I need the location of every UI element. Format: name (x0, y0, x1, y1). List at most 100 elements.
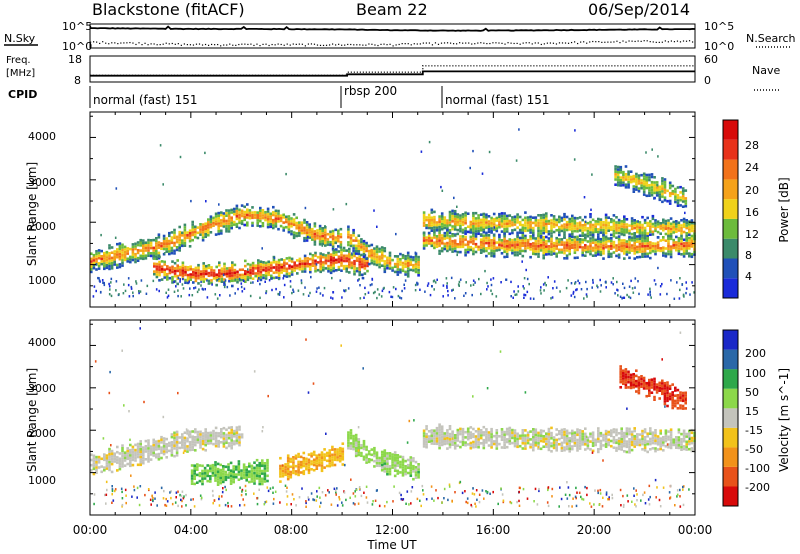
heatmap-speckle (523, 277, 526, 280)
heatmap-cell (235, 215, 239, 218)
nsearch-point (271, 43, 273, 46)
heatmap-cell (474, 237, 478, 241)
heatmap-cell (113, 258, 116, 261)
heatmap-cell (204, 235, 207, 238)
heatmap-speckle (610, 281, 613, 284)
heatmap-cell (688, 252, 691, 255)
heatmap-cell (469, 441, 473, 445)
heatmap-cell (633, 445, 636, 448)
heatmap-speckle (146, 284, 149, 288)
heatmap-cell (333, 450, 337, 454)
heatmap-cell (341, 447, 345, 451)
heatmap-cell (552, 441, 556, 444)
heatmap-cell (612, 227, 616, 230)
heatmap-cell (443, 216, 447, 219)
heatmap-cell (220, 232, 223, 235)
heatmap-cell (461, 220, 465, 224)
heatmap-cell (360, 253, 363, 257)
heatmap-cell (487, 222, 491, 226)
nsearch-point (226, 44, 228, 46)
heatmap-cell (602, 241, 605, 245)
heatmap-cell (105, 261, 109, 264)
heatmap-cell (485, 433, 488, 436)
heatmap-cell (220, 229, 223, 233)
power-cbar-tick-8: 8 (745, 249, 752, 262)
heatmap-cell (505, 239, 509, 243)
heatmap-cell (131, 463, 135, 467)
nsearch-point (120, 42, 122, 44)
nsearch-point (392, 45, 394, 47)
heatmap-cell (323, 458, 326, 462)
heatmap-cell (636, 225, 639, 229)
nsearch-point (347, 43, 349, 46)
heatmap-cell (92, 266, 96, 270)
heatmap-cell (576, 217, 579, 220)
heatmap-cell (526, 241, 530, 245)
heatmap-cell (482, 446, 486, 450)
heatmap-cell (386, 259, 389, 262)
heatmap-speckle (283, 283, 286, 287)
heatmap-cell (674, 190, 677, 193)
heatmap-speckle (626, 293, 628, 297)
heatmap-cell (586, 250, 590, 254)
heatmap-cell (142, 249, 145, 253)
heatmap-cell (474, 222, 478, 225)
heatmap-cell (589, 432, 592, 436)
heatmap-cell (539, 437, 543, 440)
heatmap-cell (319, 260, 322, 263)
heatmap-cell (469, 228, 473, 232)
heatmap-cell (251, 261, 255, 265)
heatmap-cell (485, 213, 488, 216)
heatmap-cell (238, 221, 241, 225)
heatmap-cell (487, 247, 491, 250)
heatmap-cell (414, 268, 418, 271)
heatmap-cell (160, 242, 163, 245)
heatmap-cell (542, 249, 545, 252)
heatmap-cell (456, 223, 460, 227)
nsearch-point (637, 40, 639, 42)
heatmap-cell (147, 244, 150, 247)
heatmap-cell (206, 469, 209, 472)
heatmap-cell (430, 236, 434, 240)
heatmap-cell (680, 242, 683, 246)
heatmap-cell (612, 438, 616, 442)
heatmap-cell (341, 450, 345, 453)
heatmap-cell (105, 467, 109, 470)
heatmap-cell (560, 248, 564, 252)
nsearch-point (440, 42, 443, 44)
heatmap-cell (448, 242, 452, 246)
heatmap-cell (516, 240, 519, 244)
heatmap-speckle (345, 289, 347, 292)
heatmap-cell (170, 451, 174, 454)
heatmap-cell (186, 276, 190, 279)
heatmap-cell (401, 266, 405, 270)
heatmap-cell (503, 222, 506, 226)
heatmap-cell (201, 442, 205, 446)
heatmap-cell (166, 278, 169, 281)
heatmap-speckle (397, 294, 400, 298)
heatmap-speckle (622, 282, 624, 285)
heatmap-cell (235, 431, 239, 435)
heatmap-cell (354, 452, 358, 455)
power-cbar-tick-20: 20 (745, 184, 759, 197)
heatmap-cell (319, 257, 322, 261)
heatmap-speckle (332, 208, 335, 211)
heatmap-speckle (138, 291, 140, 295)
heatmap-speckle (487, 285, 489, 288)
heatmap-cell (341, 452, 345, 456)
heatmap-cell (604, 432, 608, 435)
heatmap-cell (232, 465, 235, 468)
heatmap-cell (651, 222, 655, 226)
heatmap-cell (688, 254, 691, 258)
heatmap-cell (245, 471, 248, 474)
heatmap-cell (563, 244, 566, 247)
heatmap-cell (216, 480, 220, 484)
heatmap-cell (142, 252, 145, 255)
heatmap-cell (474, 443, 478, 446)
heatmap-cell (623, 252, 626, 255)
heatmap-speckle (446, 286, 448, 289)
heatmap-cell (586, 234, 590, 238)
heatmap-cell (477, 427, 480, 431)
heatmap-cell (235, 441, 239, 445)
heatmap-speckle (218, 203, 220, 206)
